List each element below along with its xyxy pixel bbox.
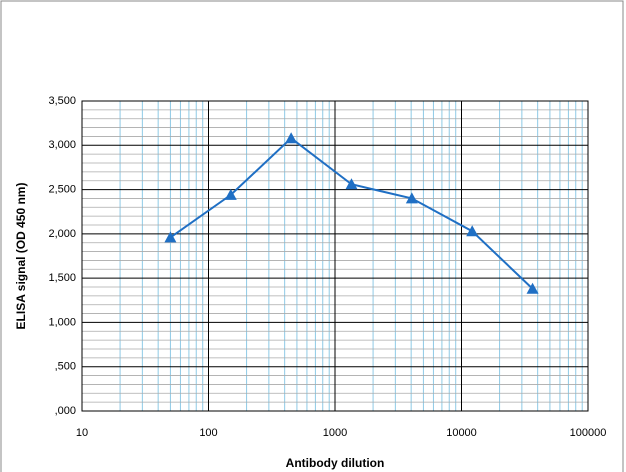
plot-border	[81, 100, 589, 412]
y-tick-label: 3,000	[48, 139, 76, 151]
marker	[466, 225, 479, 237]
y-tick-label: 1,500	[48, 272, 76, 284]
y-tick-label: 1,000	[48, 316, 76, 328]
x-tick-label: 100000	[570, 427, 607, 439]
y-axis-title: ELISA signal (OD 450 nm)	[14, 183, 28, 330]
x-tick-label: 100	[199, 427, 217, 439]
x-axis-title: Antibody dilution	[286, 456, 385, 470]
x-tick-label: 1000	[323, 427, 347, 439]
marker	[224, 188, 237, 200]
y-tick-label: 3,500	[48, 95, 76, 107]
x-tick-label: 10	[76, 427, 88, 439]
y-tick-label: 2,500	[48, 183, 76, 195]
marker	[526, 282, 539, 294]
y-tick-label: 2,000	[48, 228, 76, 240]
x-tick-label: 10000	[446, 427, 477, 439]
marker	[285, 132, 298, 144]
marker	[345, 178, 358, 190]
marker	[405, 192, 418, 204]
y-tick-label: ,000	[55, 405, 76, 417]
y-tick-label: ,500	[55, 361, 76, 373]
marker	[164, 231, 177, 243]
